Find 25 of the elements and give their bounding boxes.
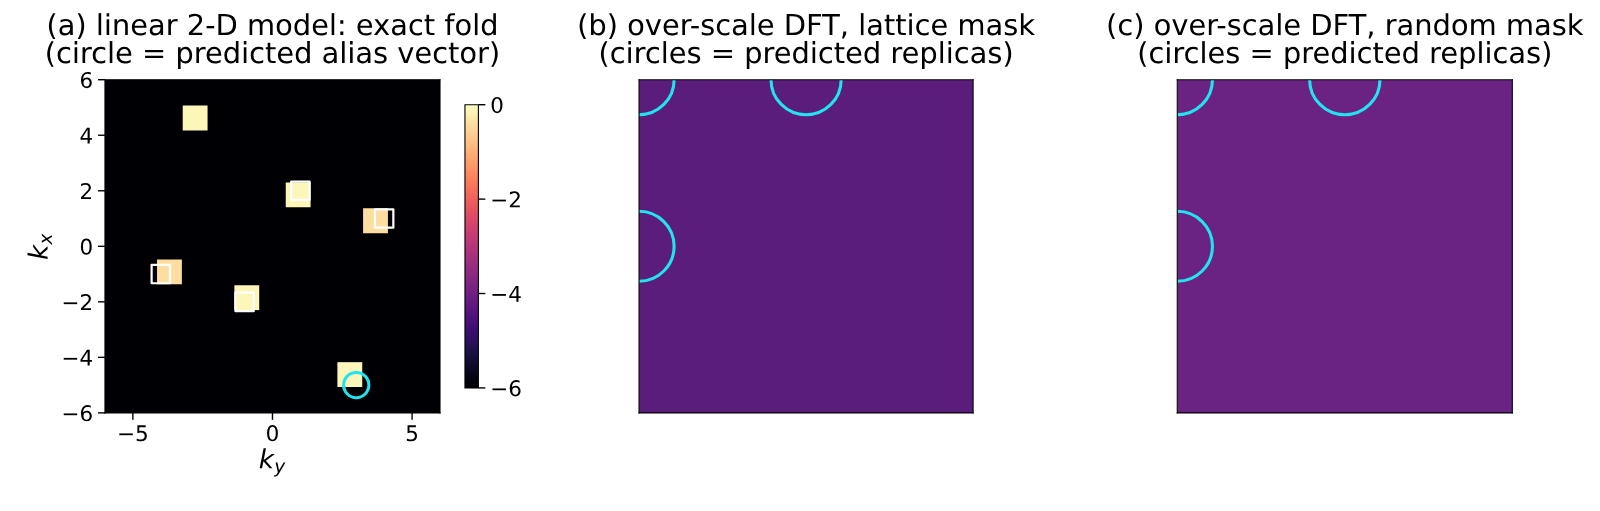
y-tick-label: 6 xyxy=(80,71,92,89)
point xyxy=(182,105,208,131)
color-bar-label: −6 xyxy=(492,380,521,397)
color-bar-label: 0 xyxy=(491,96,503,114)
y-tick-label: 2 xyxy=(81,182,91,199)
chart-title: (a) linear 2-D model: exact fold (circle = predicted alias vector) xyxy=(47,13,498,70)
y-tick-label: −2 xyxy=(63,294,91,311)
x-axis-title: k$_{y}$ xyxy=(259,448,286,477)
point xyxy=(290,180,311,202)
y-tick-label: 4 xyxy=(80,127,92,144)
text: (c) over-scale DFT, random mask (circles = predicted replicas) xyxy=(1108,13,1584,70)
point xyxy=(234,291,255,313)
y-tick-label: −6 xyxy=(63,405,92,422)
color-bar-label: −4 xyxy=(492,285,521,302)
point xyxy=(150,263,172,285)
point xyxy=(373,208,395,229)
y-tick-label: −4 xyxy=(63,349,92,366)
point xyxy=(342,370,371,400)
text: (b) over-scale DFT, lattice mask (circles = predicted replicas) xyxy=(579,13,1035,70)
y-axis-title: k$_{x}$ xyxy=(27,233,52,260)
x-tick-label: 5 xyxy=(406,425,418,442)
x-tick-label: −5 xyxy=(119,425,147,442)
x-tick-label: 0 xyxy=(267,425,278,442)
y-tick-label: 0 xyxy=(80,238,92,255)
color-bar-label: −2 xyxy=(492,191,520,208)
